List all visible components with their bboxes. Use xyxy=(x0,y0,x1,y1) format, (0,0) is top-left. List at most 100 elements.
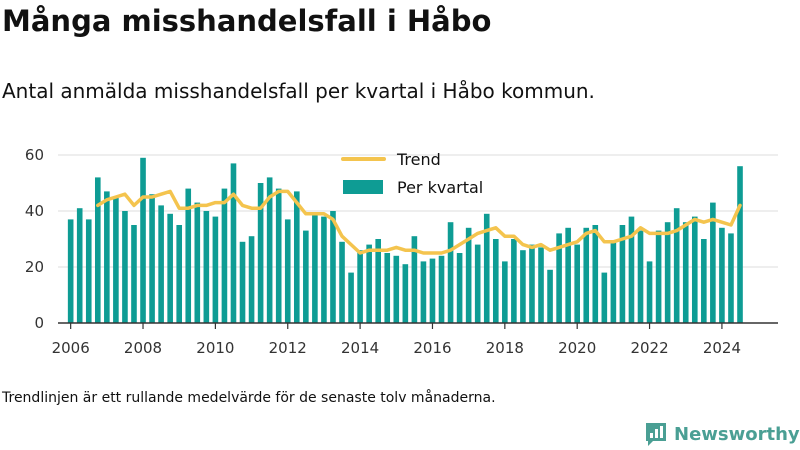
bar xyxy=(239,241,246,323)
bar xyxy=(122,211,128,323)
bar xyxy=(483,213,490,323)
x-tick-label: 2018 xyxy=(486,339,524,357)
bar xyxy=(402,264,409,323)
bar xyxy=(465,227,472,323)
bar xyxy=(737,166,743,323)
y-tick-label: 40 xyxy=(25,202,44,220)
newsworthy-logo-icon xyxy=(646,423,666,446)
legend: Trend Per kvartal xyxy=(341,150,483,197)
bar xyxy=(511,239,517,323)
chart-title: Många misshandelsfall i Håbo xyxy=(2,4,492,38)
bar xyxy=(230,163,237,323)
bar xyxy=(583,227,590,323)
bar xyxy=(176,225,183,323)
bar xyxy=(520,250,526,323)
bar xyxy=(375,239,382,323)
bar xyxy=(104,191,110,323)
y-tick-label: 60 xyxy=(25,146,44,164)
bar xyxy=(411,236,418,323)
bar xyxy=(76,208,83,323)
x-tick-label: 2024 xyxy=(703,339,741,357)
bar xyxy=(438,255,445,323)
newsworthy-logo-text: Newsworthy xyxy=(674,423,800,445)
chart-subtitle: Antal anmälda misshandelsfall per kvarta… xyxy=(2,79,595,103)
bar xyxy=(393,255,400,323)
bar xyxy=(601,272,608,323)
bar xyxy=(248,236,255,323)
bar xyxy=(140,157,146,323)
axes: 0 20 40 60 2006 2008 2010 2012 2014 2016 2018 2020 2… xyxy=(25,146,778,357)
bar xyxy=(565,227,571,323)
x-tick-label: 2012 xyxy=(269,339,307,357)
bar xyxy=(131,225,137,323)
trend-line xyxy=(96,189,742,255)
bar xyxy=(556,233,562,323)
legend-trend-label: Trend xyxy=(396,150,441,169)
bar xyxy=(574,244,580,323)
bar xyxy=(221,188,228,323)
bar xyxy=(673,208,680,323)
bar xyxy=(149,194,155,323)
bar xyxy=(312,213,318,323)
x-tick-label: 2020 xyxy=(558,339,596,357)
bar xyxy=(167,213,173,323)
bar xyxy=(701,239,707,323)
bar xyxy=(592,225,599,323)
bar xyxy=(728,233,734,323)
bar xyxy=(474,244,481,323)
bar xyxy=(113,197,119,323)
bar xyxy=(303,230,309,323)
bar xyxy=(357,250,363,323)
bar xyxy=(610,241,617,323)
bar xyxy=(429,258,436,323)
bar xyxy=(67,219,74,323)
bar xyxy=(158,205,164,323)
bar xyxy=(646,261,653,323)
bar xyxy=(330,211,336,323)
bar xyxy=(339,241,345,323)
footnote: Trendlinjen är ett rullande medelvärde f… xyxy=(2,390,496,406)
bar xyxy=(538,247,544,323)
bar xyxy=(293,191,300,323)
bar xyxy=(492,239,499,323)
bar xyxy=(348,272,354,323)
bar xyxy=(384,253,391,323)
bar xyxy=(691,216,698,323)
bar xyxy=(655,230,662,323)
bar xyxy=(664,222,671,323)
bar xyxy=(710,202,716,323)
x-tick-label: 2010 xyxy=(196,339,234,357)
bar xyxy=(275,188,282,323)
bar xyxy=(94,177,101,323)
bar xyxy=(502,261,508,323)
bar xyxy=(447,222,454,323)
bar xyxy=(266,177,273,323)
y-tick-label: 0 xyxy=(34,314,44,332)
bar xyxy=(257,183,264,323)
bar-series xyxy=(67,157,743,323)
newsworthy-logo: Newsworthy xyxy=(644,420,800,448)
bar xyxy=(366,244,372,323)
bar xyxy=(619,225,626,323)
x-tick-label: 2014 xyxy=(341,339,379,357)
bar xyxy=(203,211,210,323)
x-tick-label: 2016 xyxy=(413,339,451,357)
bar xyxy=(628,216,635,323)
bar xyxy=(284,219,291,323)
bar xyxy=(682,222,689,323)
bar xyxy=(194,202,201,323)
bar xyxy=(529,244,535,323)
bar xyxy=(637,230,644,323)
bar xyxy=(456,253,463,323)
x-tick-label: 2006 xyxy=(52,339,90,357)
bar xyxy=(719,227,725,323)
x-tick-label: 2022 xyxy=(630,339,668,357)
bar xyxy=(212,216,219,323)
trend-series xyxy=(96,189,742,255)
y-tick-label: 20 xyxy=(25,258,44,276)
bar xyxy=(420,261,427,323)
x-tick-label: 2008 xyxy=(124,339,162,357)
bar xyxy=(321,216,327,323)
bar xyxy=(85,219,92,323)
